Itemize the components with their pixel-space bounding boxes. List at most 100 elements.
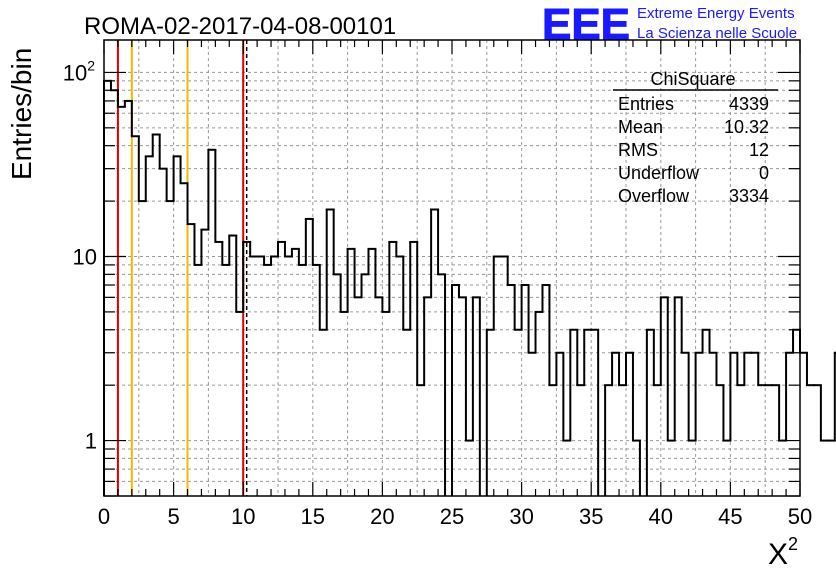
- histogram-bin: [221, 235, 231, 266]
- stats-value-rms: 12: [749, 140, 769, 160]
- histogram-bin: [311, 263, 321, 330]
- histogram-bin: [541, 284, 551, 386]
- histogram-bin: [297, 218, 307, 266]
- y-tick-label: 10: [73, 245, 97, 270]
- x-tick-label: 0: [98, 504, 110, 529]
- chart-title: ROMA-02-2017-04-08-00101: [84, 13, 396, 40]
- histogram-bin: [360, 248, 370, 276]
- stats-value-entries: 4339: [729, 94, 769, 114]
- histogram-bin: [680, 351, 690, 441]
- histogram-bin: [687, 352, 697, 442]
- y-tick-label: 102: [63, 57, 95, 85]
- histogram-bin: [235, 241, 245, 313]
- x-tick-label: 40: [649, 504, 673, 529]
- histogram-bin: [799, 351, 808, 386]
- histogram-bin: [451, 284, 460, 298]
- eee-logo-line2: La Scienza nelle Scuole: [637, 25, 797, 42]
- histogram-bin: [130, 135, 140, 202]
- histogram-bin: [409, 240, 419, 386]
- histogram-bin: [318, 209, 328, 331]
- y-tick-label-sup: 2: [87, 57, 95, 73]
- histogram-bins: [103, 79, 836, 496]
- histogram-bin: [527, 311, 537, 354]
- histogram-bin: [534, 285, 544, 313]
- histogram-bin: [228, 234, 238, 312]
- histogram-bin: [263, 256, 273, 266]
- y-axis-label: Entries/bin: [6, 48, 37, 180]
- histogram-bin: [590, 328, 600, 496]
- histogram-bin: [562, 329, 572, 442]
- histogram-bin: [186, 223, 196, 265]
- stats-box-title: ChiSquare: [650, 69, 735, 89]
- histogram-bin: [277, 240, 286, 257]
- histogram-bin: [645, 328, 655, 386]
- histogram-bin: [165, 156, 175, 203]
- histogram-bin: [339, 248, 349, 313]
- eee-logo-line1: Extreme Energy Events: [637, 5, 795, 22]
- histogram-bin: [416, 297, 426, 387]
- histogram-bin: [304, 217, 314, 265]
- x-tick-label: 25: [440, 504, 464, 529]
- x-axis-label-sup: 2: [788, 534, 798, 554]
- histogram-bin: [652, 297, 662, 387]
- histogram-bin: [367, 247, 377, 298]
- stats-box: ChiSquare Entries 4339 Mean 10.32 RMS 12…: [613, 69, 778, 206]
- histogram-bin: [437, 273, 447, 496]
- y-tick-label-base: 10: [63, 60, 87, 85]
- stats-label-entries: Entries: [618, 94, 674, 114]
- histogram-bin: [270, 241, 279, 258]
- histogram-bin: [200, 149, 210, 231]
- histogram-bin: [290, 247, 300, 265]
- histogram-bin: [729, 351, 739, 386]
- histogram-bin: [548, 352, 558, 387]
- histogram-bin: [423, 209, 433, 299]
- histogram-bin: [242, 240, 252, 257]
- histogram-bin: [151, 133, 161, 169]
- histogram-bin: [618, 352, 627, 387]
- histogram-bin: [207, 148, 217, 242]
- histogram-bin: [346, 247, 356, 298]
- histogram-bin: [722, 352, 732, 442]
- histogram-bin: [471, 296, 481, 496]
- histogram-bin: [123, 99, 133, 137]
- histogram-bin: [381, 241, 391, 313]
- histogram-bin: [520, 284, 530, 353]
- histogram-bin: [179, 182, 189, 225]
- stats-label-mean: Mean: [618, 117, 663, 137]
- histogram-bin: [673, 296, 683, 353]
- histogram-bin: [701, 328, 711, 353]
- histogram-bin: [256, 255, 266, 265]
- histogram-bin: [214, 240, 224, 265]
- histogram-bin: [750, 351, 760, 386]
- histogram-bin: [826, 352, 836, 442]
- eee-logo: EEE Extreme Energy Events La Scienza nel…: [542, 0, 798, 50]
- histogram-bin: [374, 296, 384, 312]
- histogram-bin: [499, 255, 509, 286]
- histogram-bin: [172, 155, 182, 184]
- histogram-bin: [555, 351, 565, 441]
- x-tick-label: 50: [788, 504, 812, 529]
- stats-value-underflow: 0: [759, 163, 769, 183]
- histogram-bin: [659, 296, 669, 441]
- x-tick-label: 15: [301, 504, 325, 529]
- histogram-bin: [388, 240, 398, 257]
- histogram-bin: [604, 352, 614, 387]
- histogram-bin: [771, 384, 781, 441]
- histogram-bin: [666, 297, 676, 442]
- x-tick-label: 10: [231, 504, 255, 529]
- x-tick-label: 35: [579, 504, 603, 529]
- x-tick-label: 20: [370, 504, 394, 529]
- histogram-bin: [715, 384, 725, 441]
- histogram-bin: [694, 329, 704, 354]
- histogram-bin: [464, 297, 474, 442]
- histogram-bin: [430, 208, 440, 275]
- x-tick-label: 45: [718, 504, 742, 529]
- histogram-bin: [283, 248, 293, 258]
- histogram-bin: [708, 351, 718, 386]
- x-tick-label: 30: [509, 504, 533, 529]
- eee-logo-mark: EEE: [542, 0, 630, 49]
- x-axis-label-main: X: [768, 538, 788, 571]
- histogram-bin: [144, 134, 154, 158]
